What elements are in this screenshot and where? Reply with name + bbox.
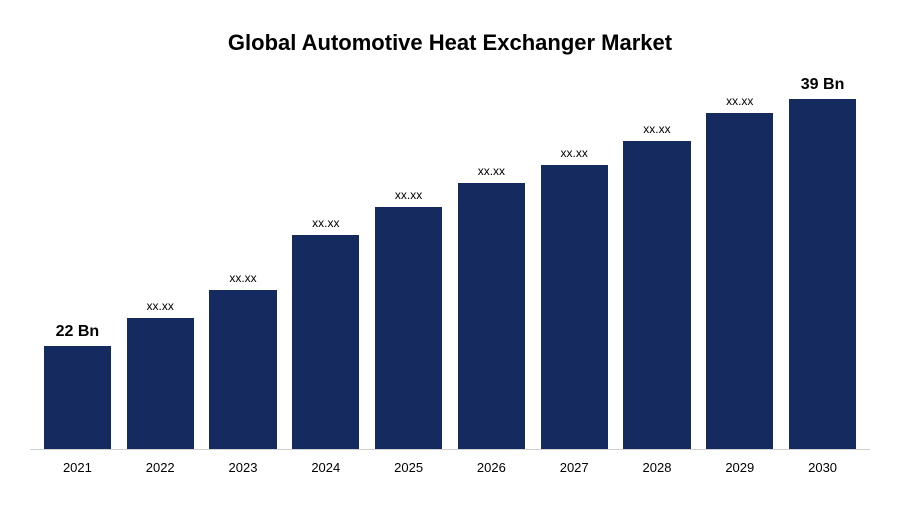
bar — [44, 346, 111, 449]
bar-group: xx.xx — [620, 76, 695, 449]
bar-value-label: xx.xx — [643, 122, 670, 136]
bar-group: xx.xx — [206, 76, 281, 449]
chart-container: Global Automotive Heat Exchanger Market … — [0, 0, 900, 525]
bar — [541, 165, 608, 449]
bar — [623, 141, 690, 449]
bar-value-label: 22 Bn — [56, 323, 100, 341]
x-tick-label: 2025 — [371, 460, 446, 475]
x-tick-label: 2027 — [537, 460, 612, 475]
bar-value-label: xx.xx — [312, 216, 339, 230]
bar-value-label: xx.xx — [229, 271, 256, 285]
bar — [458, 183, 525, 449]
bar-value-label: xx.xx — [395, 188, 422, 202]
bar-group: 39 Bn — [785, 76, 860, 449]
x-tick-label: 2028 — [620, 460, 695, 475]
bar-value-label: xx.xx — [561, 146, 588, 160]
x-tick-label: 2024 — [288, 460, 363, 475]
plot-area: 22 Bn xx.xx xx.xx xx.xx xx.xx xx.xx xx.xx xx.xx… — [30, 76, 870, 450]
x-tick-label: 2023 — [206, 460, 281, 475]
bar-value-label: 39 Bn — [801, 76, 845, 94]
bar-group: xx.xx — [288, 76, 363, 449]
bar — [209, 290, 276, 449]
bar-group: 22 Bn — [40, 76, 115, 449]
x-tick-label: 2030 — [785, 460, 860, 475]
bar — [706, 113, 773, 449]
bar — [127, 318, 194, 449]
bar — [375, 207, 442, 449]
x-axis: 2021 2022 2023 2024 2025 2026 2027 2028 2029 2030 — [30, 450, 870, 475]
bar-group: xx.xx — [123, 76, 198, 449]
bars-wrapper: 22 Bn xx.xx xx.xx xx.xx xx.xx xx.xx xx.xx xx.xx… — [30, 76, 870, 449]
bar-value-label: xx.xx — [726, 94, 753, 108]
bar — [789, 99, 856, 449]
bar-group: xx.xx — [702, 76, 777, 449]
x-tick-label: 2029 — [702, 460, 777, 475]
x-tick-label: 2026 — [454, 460, 529, 475]
bar-value-label: xx.xx — [147, 299, 174, 313]
bar-group: xx.xx — [454, 76, 529, 449]
bar-group: xx.xx — [371, 76, 446, 449]
x-tick-label: 2022 — [123, 460, 198, 475]
x-tick-label: 2021 — [40, 460, 115, 475]
bar — [292, 235, 359, 449]
chart-title: Global Automotive Heat Exchanger Market — [30, 30, 870, 56]
bar-value-label: xx.xx — [478, 164, 505, 178]
bar-group: xx.xx — [537, 76, 612, 449]
